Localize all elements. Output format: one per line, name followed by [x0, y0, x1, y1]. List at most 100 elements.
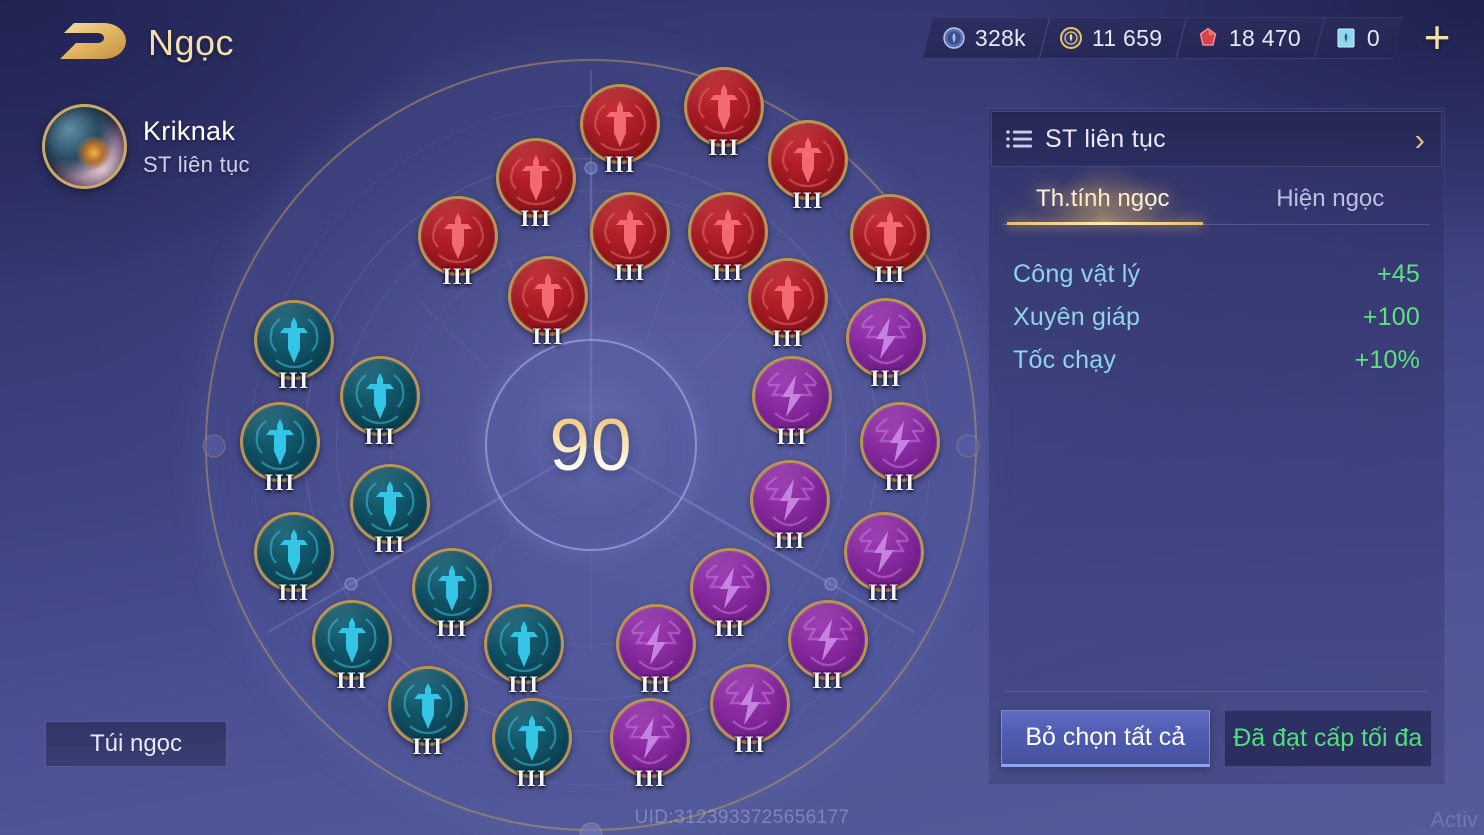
rune-gem-level: III — [516, 766, 548, 791]
sword-icon — [412, 548, 492, 628]
currency-value-1: 11 659 — [1092, 24, 1163, 51]
rune-gem[interactable]: III — [484, 604, 564, 698]
max-level-button[interactable]: Đã đạt cấp tối đa — [1223, 710, 1432, 767]
sword-icon — [254, 300, 334, 380]
hero-text: Kriknak ST liên tục — [143, 116, 250, 178]
rune-gem[interactable]: III — [752, 356, 832, 450]
stat-row: Tốc chạy +10% — [1013, 339, 1420, 382]
rune-gem[interactable]: III — [254, 512, 334, 606]
chevron-right-icon[interactable]: › — [1414, 121, 1425, 157]
rune-gem-level: III — [374, 532, 406, 557]
rune-gem[interactable]: III — [412, 548, 492, 642]
tab-rune-attributes[interactable]: Th.tính ngọc — [1036, 185, 1170, 212]
sword-icon — [492, 698, 572, 778]
rune-gem[interactable]: III — [844, 512, 924, 606]
sword-icon — [580, 84, 660, 164]
blue-ticket-icon — [1337, 28, 1355, 48]
rune-gem[interactable]: III — [508, 256, 588, 350]
rune-gem-level: III — [870, 366, 902, 391]
rune-gem-level: III — [436, 616, 468, 641]
footer-buttons: Bỏ chọn tất cả Đã đạt cấp tối đa — [1001, 710, 1432, 767]
stat-row: Công vật lý +45 — [1013, 253, 1420, 296]
currency-chip-0[interactable]: 328k — [921, 17, 1050, 59]
rune-gem-level: III — [792, 188, 824, 213]
bolt-icon — [860, 402, 940, 482]
rune-gem[interactable]: III — [492, 698, 572, 792]
rune-gem[interactable]: III — [710, 664, 790, 758]
rune-gem-level: III — [874, 262, 906, 287]
panel-tabs: Th.tính ngọc Hiện ngọc — [989, 131, 1444, 225]
sword-icon — [850, 194, 930, 274]
rune-gem[interactable]: III — [312, 600, 392, 694]
sword-icon — [350, 464, 430, 544]
bolt-icon — [846, 298, 926, 378]
rune-gem[interactable]: III — [496, 138, 576, 232]
rune-gem[interactable]: III — [768, 120, 848, 214]
rune-gem[interactable]: III — [590, 192, 670, 286]
hero-name: Kriknak — [143, 115, 236, 146]
sword-icon — [254, 512, 334, 592]
gold-coin-icon — [1060, 27, 1083, 49]
currency-chip-1[interactable]: 11 659 — [1040, 17, 1186, 59]
rune-gem[interactable]: III — [610, 698, 690, 792]
rune-gem[interactable]: III — [688, 192, 768, 286]
sword-icon — [748, 258, 828, 338]
rune-gem[interactable]: III — [860, 402, 940, 496]
rune-gem[interactable]: III — [846, 298, 926, 392]
rune-gem-level: III — [278, 580, 310, 605]
rune-gem-level: III — [264, 470, 296, 495]
back-arrow-logo-icon[interactable] — [36, 16, 132, 66]
rune-gem[interactable]: III — [580, 84, 660, 178]
stat-value: +10% — [1354, 346, 1420, 374]
rune-gem[interactable]: III — [748, 258, 828, 352]
rune-gem-level: III — [634, 766, 666, 791]
deselect-all-button[interactable]: Bỏ chọn tất cả — [1001, 710, 1210, 767]
hero-info[interactable]: Kriknak ST liên tục — [42, 104, 250, 189]
rune-bag-button[interactable]: Túi ngọc — [45, 721, 227, 767]
rune-gem[interactable]: III — [418, 196, 498, 290]
sword-icon — [340, 356, 420, 436]
sword-icon — [508, 256, 588, 336]
rune-gem[interactable]: III — [788, 600, 868, 694]
rune-gem[interactable]: III — [616, 604, 696, 698]
currency-chip-3[interactable]: 0 — [1314, 17, 1404, 59]
rune-gem-level: III — [508, 672, 540, 697]
rune-gem[interactable]: III — [690, 548, 770, 642]
currency-chip-2[interactable]: 18 470 — [1176, 17, 1325, 59]
rune-gem-level: III — [708, 135, 740, 160]
stat-row: Xuyên giáp +100 — [1013, 296, 1420, 339]
panel-footer: Bỏ chọn tất cả Đã đạt cấp tối đa — [989, 677, 1444, 783]
blue-orb-icon — [943, 27, 965, 49]
wheel-hub: 90 — [485, 339, 697, 551]
rune-gem[interactable]: III — [240, 402, 320, 496]
rune-gem[interactable]: III — [340, 356, 420, 450]
rune-gem[interactable]: III — [350, 464, 430, 558]
panel-header[interactable]: ST liên tục › — [991, 111, 1442, 167]
sword-icon — [484, 604, 564, 684]
rune-gem-level: III — [734, 732, 766, 757]
rune-gem-level: III — [412, 734, 444, 759]
tab-current-runes[interactable]: Hiện ngọc — [1276, 185, 1385, 212]
rune-gem[interactable]: III — [684, 67, 764, 161]
bolt-icon — [788, 600, 868, 680]
rune-gem[interactable]: III — [254, 300, 334, 394]
rune-gem[interactable]: III — [388, 666, 468, 760]
currency-value-2: 18 470 — [1228, 24, 1301, 51]
tab-rail — [1003, 224, 1430, 225]
rune-wheel: 90 III III III III III III III III III III III III I… — [196, 50, 986, 835]
rune-gem-level: III — [278, 368, 310, 393]
rune-gem-level: III — [364, 424, 396, 449]
stat-list: Công vật lý +45 Xuyên giáp +100 Tốc chạy… — [989, 253, 1444, 382]
avatar[interactable] — [42, 104, 127, 189]
rune-gem-level: III — [776, 424, 808, 449]
rune-gem-level: III — [614, 260, 646, 285]
add-currency-button[interactable]: + — [1423, 11, 1451, 63]
rune-gem-level: III — [774, 528, 806, 553]
rune-gem[interactable]: III — [750, 460, 830, 554]
tab-active-underline — [1007, 222, 1203, 225]
bolt-icon — [690, 548, 770, 628]
rune-gem[interactable]: III — [850, 194, 930, 288]
footer-divider — [1005, 691, 1428, 692]
page-title: Ngọc — [148, 22, 235, 63]
